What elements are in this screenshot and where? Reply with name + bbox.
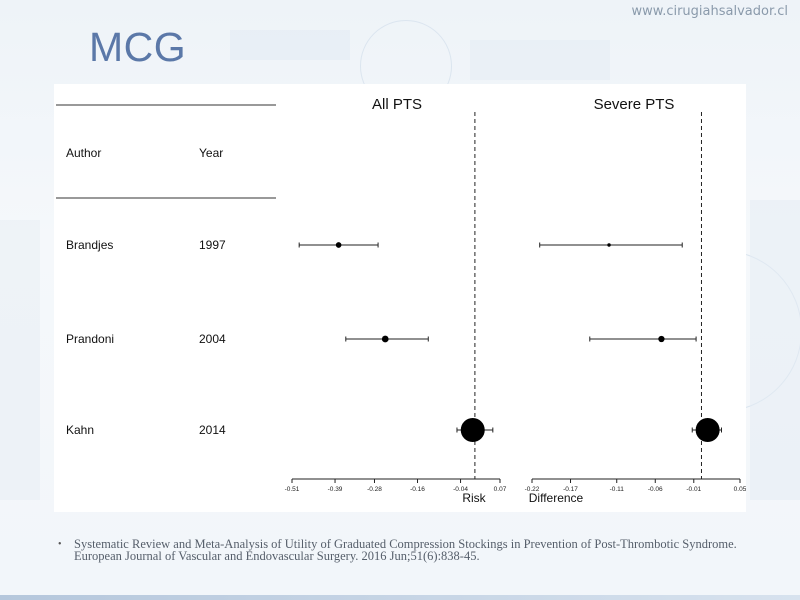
x-tick-label: -0.51 — [285, 486, 300, 493]
x-tick-label: 0.05 — [734, 486, 746, 493]
column-header-year: Year — [199, 146, 223, 160]
study-year-label: 1997 — [199, 238, 226, 252]
forest-plot-svg: Author Year Brandjes 1997 Prandoni 2004 Kahn… — [56, 96, 746, 505]
study-rows: Brandjes 1997 Prandoni 2004 Kahn 2014 — [66, 238, 226, 437]
x-axis-label: Risk — [462, 491, 486, 505]
study-author-label: Brandjes — [66, 238, 113, 252]
x-tick-label: -0.06 — [648, 486, 663, 493]
x-tick-label: -0.17 — [563, 486, 578, 493]
citation-text: Systematic Review and Meta-Analysis of U… — [74, 537, 737, 563]
bullet-icon: • — [58, 539, 62, 550]
study-point — [460, 418, 485, 442]
x-tick-label: 0.07 — [494, 486, 507, 493]
x-tick-label: -0.04 — [453, 486, 468, 493]
slide-title: MCG — [89, 24, 187, 70]
bottom-rule — [0, 595, 800, 600]
forest-plot-figure: Author Year Brandjes 1997 Prandoni 2004 Kahn… — [54, 84, 746, 512]
x-tick-label: -0.28 — [367, 486, 382, 493]
study-point — [335, 242, 342, 248]
study-author-label: Prandoni — [66, 332, 114, 346]
study-author-label: Kahn — [66, 423, 94, 437]
x-tick-label: -0.22 — [525, 486, 540, 493]
study-point — [695, 418, 720, 442]
study-point — [607, 243, 611, 247]
x-tick-label: -0.01 — [686, 486, 701, 493]
panel-title: Severe PTS — [594, 96, 675, 113]
panel-severe-pts: Severe PTS -0.22 -0.17 -0.11 -0.06 -0.01 0.05 D… — [525, 96, 746, 505]
citation-bullet: • Systematic Review and Meta-Analysis of… — [58, 537, 738, 563]
study-year-label: 2004 — [199, 332, 226, 346]
x-axis-label: Difference — [529, 491, 584, 505]
site-url: www.cirugiahsalvador.cl — [631, 4, 788, 19]
panel-all-pts: All PTS -0.51 -0.39 -0.28 -0.16 -0.04 0.07 Risk — [285, 96, 507, 505]
column-header-author: Author — [66, 146, 101, 160]
study-point — [658, 335, 665, 343]
study-point — [381, 335, 389, 343]
x-tick-label: -0.11 — [610, 486, 625, 493]
study-year-label: 2014 — [199, 423, 226, 437]
x-tick-label: -0.16 — [410, 486, 425, 493]
panel-title: All PTS — [372, 96, 422, 113]
x-tick-label: -0.39 — [328, 486, 343, 493]
